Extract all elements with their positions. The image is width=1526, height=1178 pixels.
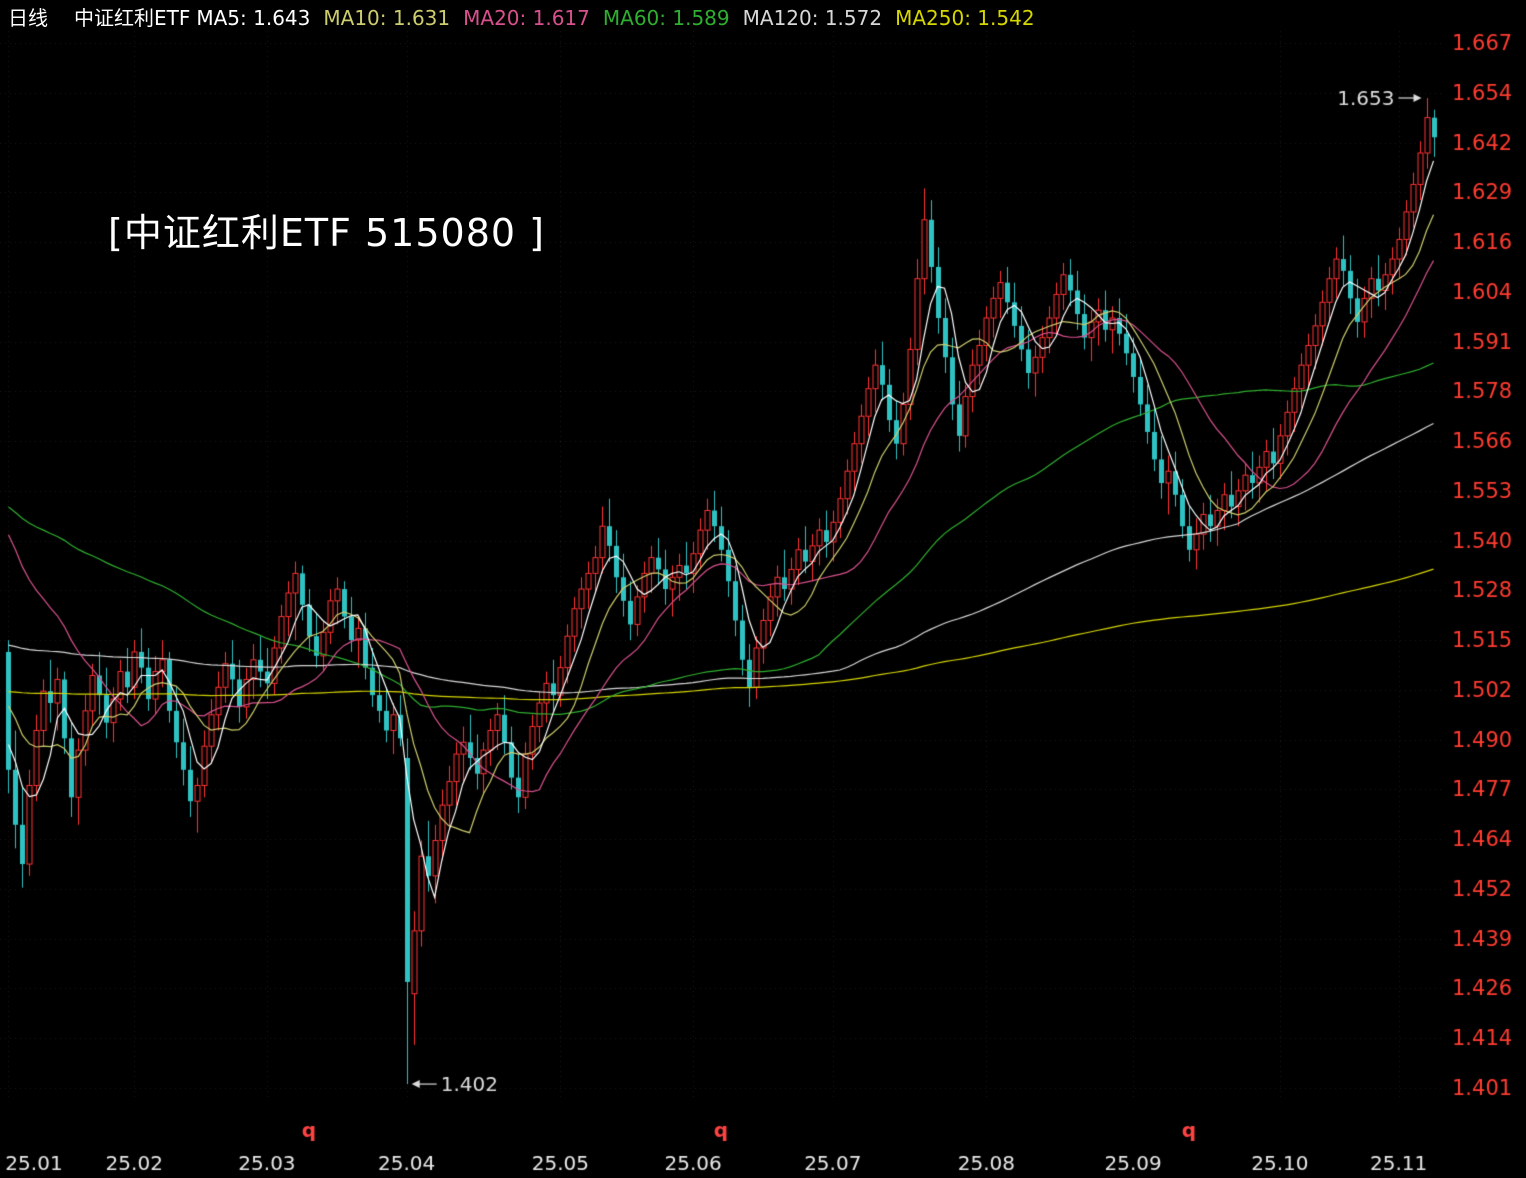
ma250-legend: MA250: 1.542 — [895, 6, 1035, 30]
ma120-legend: MA120: 1.572 — [742, 6, 883, 30]
period-selector[interactable]: 日线 — [8, 6, 48, 30]
symbol-watermark: [中证红利ETF 515080 ] — [108, 211, 545, 255]
instrument-name: 中证红利ETF — [74, 6, 191, 30]
ma60-legend: MA60: 1.589 — [602, 6, 730, 30]
ma5-legend: MA5: 1.643 — [196, 6, 311, 30]
indicator-legend: 日线 中证红利ETF MA5: 1.643 MA10: 1.631 MA20: 1.61… — [8, 5, 1048, 31]
ma10-legend: MA10: 1.631 — [323, 6, 451, 30]
ma20-legend: MA20: 1.617 — [463, 6, 590, 30]
